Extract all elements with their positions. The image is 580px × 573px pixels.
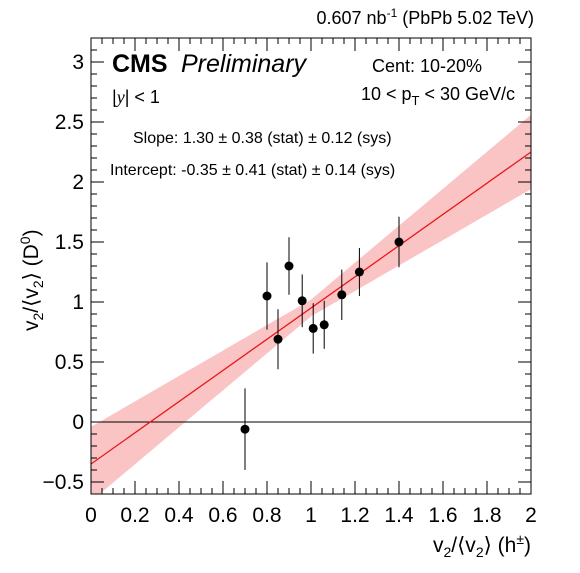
slope-label: Slope: 1.30 ± 0.38 (stat) ± 0.12 (sys) [133,130,392,147]
x-tick-label: 1 [305,504,317,527]
x-tick-label: 1.4 [384,504,414,527]
y-axis-title: v2/⟨v2⟩ (D0) [17,229,46,331]
x-tick-label: 2 [525,504,537,527]
data-point [240,424,250,434]
x-tick-label: 1.6 [428,504,457,527]
data-point [337,290,347,300]
y-tick-label: 1.5 [55,231,84,254]
data-point [262,291,272,301]
axis-ticks [90,37,532,495]
data-point [284,261,294,271]
x-tick-label: 0.8 [252,504,281,527]
y-tick-label: 2.5 [55,111,84,134]
pt-range-label: 10 < pT < 30 GeV/c [361,84,515,108]
data-points [240,216,404,470]
preliminary-label: Preliminary [181,50,308,78]
data-point [394,237,404,247]
y-tick-labels: −0.5 0 0.5 1 1.5 2 2.5 3 [43,51,84,494]
x-tick-label: 0.4 [164,504,194,527]
data-point [273,334,283,344]
centrality-label: Cent: 10-20% [372,56,482,76]
data-point [319,320,329,330]
data-point [297,296,307,306]
y-tick-label: 0.5 [55,351,84,374]
x-tick-label: 0 [85,504,97,527]
x-axis-title: v2/⟨v2⟩ (h±) [433,531,531,560]
rapidity-label: |y| < 1 [112,87,160,107]
y-tick-label: 0 [72,411,84,434]
data-point [308,323,318,333]
y-tick-label: −0.5 [43,471,84,494]
intercept-label: Intercept: -0.35 ± 0.41 (stat) ± 0.14 (s… [110,162,395,179]
y-tick-label: 1 [72,291,84,314]
data-point [354,267,364,277]
y-tick-label: 3 [72,51,84,74]
cms-label: CMS [112,50,168,78]
x-tick-label: 1.8 [472,504,501,527]
x-tick-labels: 0 0.2 0.4 0.6 0.8 1 1.2 1.4 1.6 1.8 2 [85,504,537,527]
x-tick-label: 0.6 [208,504,237,527]
fit-confidence-band [91,114,531,494]
x-tick-label: 1.2 [340,504,369,527]
x-tick-label: 0.2 [120,504,149,527]
fit-line [91,151,531,465]
luminosity-label: 0.607 nb-1 (PbPb 5.02 TeV) [317,6,535,28]
y-tick-label: 2 [72,171,84,194]
